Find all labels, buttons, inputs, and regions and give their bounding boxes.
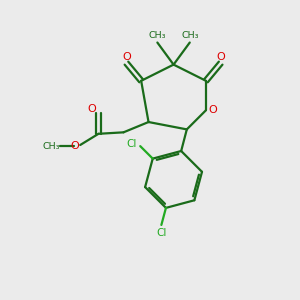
Text: CH₃: CH₃ xyxy=(148,31,166,40)
Text: Cl: Cl xyxy=(127,139,137,149)
Text: CH₃: CH₃ xyxy=(42,142,59,151)
Text: O: O xyxy=(208,105,217,115)
Text: O: O xyxy=(216,52,225,62)
Text: CH₃: CH₃ xyxy=(182,31,199,40)
Text: O: O xyxy=(122,52,131,62)
Text: Cl: Cl xyxy=(156,228,167,238)
Text: O: O xyxy=(70,142,79,152)
Text: O: O xyxy=(88,104,96,114)
